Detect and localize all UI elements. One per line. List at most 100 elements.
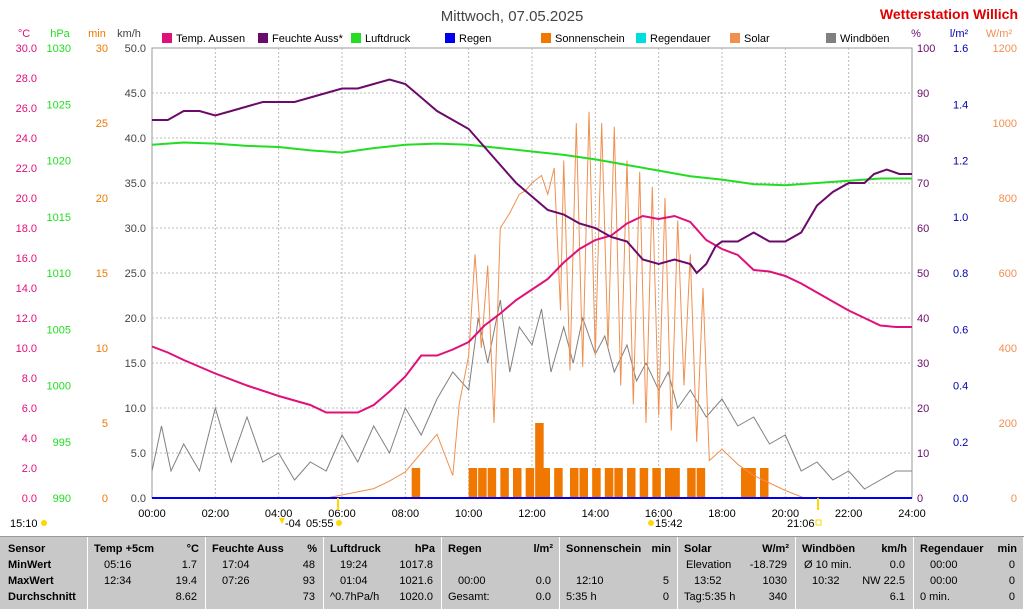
tick-label-sunshine: 20: [96, 193, 108, 205]
sun-markers: 15:10 -04 05:55 15:42 21:06: [10, 498, 822, 530]
sunshine-bar: [592, 468, 601, 498]
stats-min-value: 0.0: [889, 559, 905, 571]
stats-column-sunshine: Sonnenschein min 12:10 5 5:35 h 0: [560, 537, 678, 609]
tick-label-temp: 2.0: [22, 463, 37, 475]
tick-label-rain: 0.6: [953, 324, 968, 336]
stats-title: Windböen: [802, 543, 856, 555]
series-line-solar: [326, 111, 805, 499]
stats-unit: km/h: [881, 543, 907, 555]
stats-avg-value: 8.62: [175, 591, 197, 603]
stats-avg-value: 6.1: [889, 591, 905, 603]
stats-avg-label: 0 min.: [920, 591, 950, 603]
series-line-luftdruck: [151, 141, 912, 187]
tick-label-solar: 1000: [993, 118, 1017, 130]
tick-label-pressure: 1030: [47, 43, 71, 55]
stats-max-time: 00:00: [930, 575, 958, 587]
tick-label-temp: 22.0: [16, 163, 37, 175]
series-line-temp-aussen: [151, 214, 912, 414]
tick-label-wind: 25.0: [125, 268, 146, 280]
stats-max-value: 93: [302, 575, 315, 587]
sunshine-bar: [500, 468, 509, 498]
sunshine-bar: [671, 468, 680, 498]
tick-label-sunshine: 10: [96, 343, 108, 355]
x-tick-label: 02:00: [202, 508, 230, 520]
noon-icon: [648, 520, 654, 526]
sun-icon: [41, 520, 47, 526]
axis-unit-sunshine: min: [88, 28, 106, 40]
weather-chart: Mittwoch, 07.05.2025 Wetterstation Willi…: [10, 6, 1018, 530]
legend-label-pressure: Luftdruck: [365, 33, 411, 45]
axis-unit-temp: °C: [18, 28, 30, 40]
legend-swatch-pressure: [351, 33, 361, 43]
x-tick-label: 24:00: [898, 508, 926, 520]
stats-unit: %: [307, 543, 317, 555]
tick-label-temp: 30.0: [16, 43, 37, 55]
x-tick-label: 06:00: [328, 508, 356, 520]
tick-label-temp: 6.0: [22, 403, 37, 415]
legend-swatch-humidity: [258, 33, 268, 43]
legend-swatch-solar: [730, 33, 740, 43]
stats-min-time: 05:16: [104, 559, 132, 571]
sunset-time: 21:06: [787, 518, 815, 530]
tick-label-temp: 26.0: [16, 103, 37, 115]
sunshine-bar: [652, 468, 661, 498]
x-tick-label: 00:00: [138, 508, 166, 520]
stats-avg-value: 1020.0: [399, 591, 433, 603]
sunshine-bar: [487, 468, 497, 498]
stats-title: Regen: [448, 543, 482, 555]
tick-label-pressure: 1010: [47, 268, 71, 280]
tick-label-humidity: 30: [917, 358, 929, 370]
tick-label-wind: 35.0: [125, 178, 146, 190]
stats-column-labels: Sensor MinWert MaxWert Durchschnitt: [0, 537, 88, 609]
x-tick-label: 14:00: [582, 508, 610, 520]
tick-label-temp: 14.0: [16, 283, 37, 295]
x-tick-label: 16:00: [645, 508, 673, 520]
tick-label-pressure: 1000: [47, 381, 71, 393]
tick-label-temp: 24.0: [16, 133, 37, 145]
sunshine-bar: [478, 468, 487, 498]
tick-label-humidity: 80: [917, 133, 929, 145]
tick-label-rain: 0.2: [953, 437, 968, 449]
stats-min-time: 00:00: [930, 559, 958, 571]
tick-label-temp: 8.0: [22, 373, 37, 385]
tick-label-temp: 20.0: [16, 193, 37, 205]
tick-label-humidity: 90: [917, 88, 929, 100]
x-tick-label: 22:00: [835, 508, 863, 520]
tick-label-temp: 10.0: [16, 343, 37, 355]
tick-label-pressure: 1005: [47, 324, 71, 336]
sunset-icon: [815, 519, 822, 526]
sunshine-bar: [541, 468, 550, 498]
tick-label-wind: 20.0: [125, 313, 146, 325]
stats-column-gust: Windböen km/h Ø 10 min. 0.0 10:32 NW 22.5 6.1: [796, 537, 914, 609]
tick-label-sunshine: 0: [102, 493, 108, 505]
tick-label-wind: 30.0: [125, 223, 146, 235]
sunshine-bar: [687, 468, 696, 498]
legend-label-solar: Solar: [744, 33, 770, 45]
tick-label-temp: 12.0: [16, 313, 37, 325]
tick-label-humidity: 60: [917, 223, 929, 235]
sun-time-left: 15:10: [10, 518, 38, 530]
tick-label-rain: 0.0: [953, 493, 968, 505]
stats-min-value: 1017.8: [399, 559, 433, 571]
stats-max-value: 0.0: [535, 575, 551, 587]
legend-swatch-rain: [445, 33, 455, 43]
axis-unit-pressure: hPa: [50, 28, 70, 40]
stats-avg-value: 73: [302, 591, 315, 603]
stats-avg-value: 0.0: [535, 591, 551, 603]
series-lines: [151, 78, 912, 499]
tick-label-sunshine: 5: [102, 418, 108, 430]
stats-max-value: 19.4: [175, 575, 197, 587]
stats-avg-label: Gesamt:: [448, 591, 490, 603]
stats-row-label: Sensor: [8, 543, 46, 555]
legend-swatch-rainduration: [636, 33, 646, 43]
axis-unit-humidity: %: [911, 28, 921, 40]
sunshine-bar: [411, 468, 421, 498]
station-name: Wetterstation Willich: [880, 6, 1018, 22]
tick-label-temp: 18.0: [16, 223, 37, 235]
stats-max-time: 12:10: [576, 575, 604, 587]
tick-label-solar: 600: [999, 268, 1017, 280]
tick-label-rain: 1.2: [953, 156, 968, 168]
sunshine-bar: [614, 468, 623, 498]
x-tick-label: 08:00: [392, 508, 420, 520]
legend-swatch-gust: [826, 33, 836, 43]
